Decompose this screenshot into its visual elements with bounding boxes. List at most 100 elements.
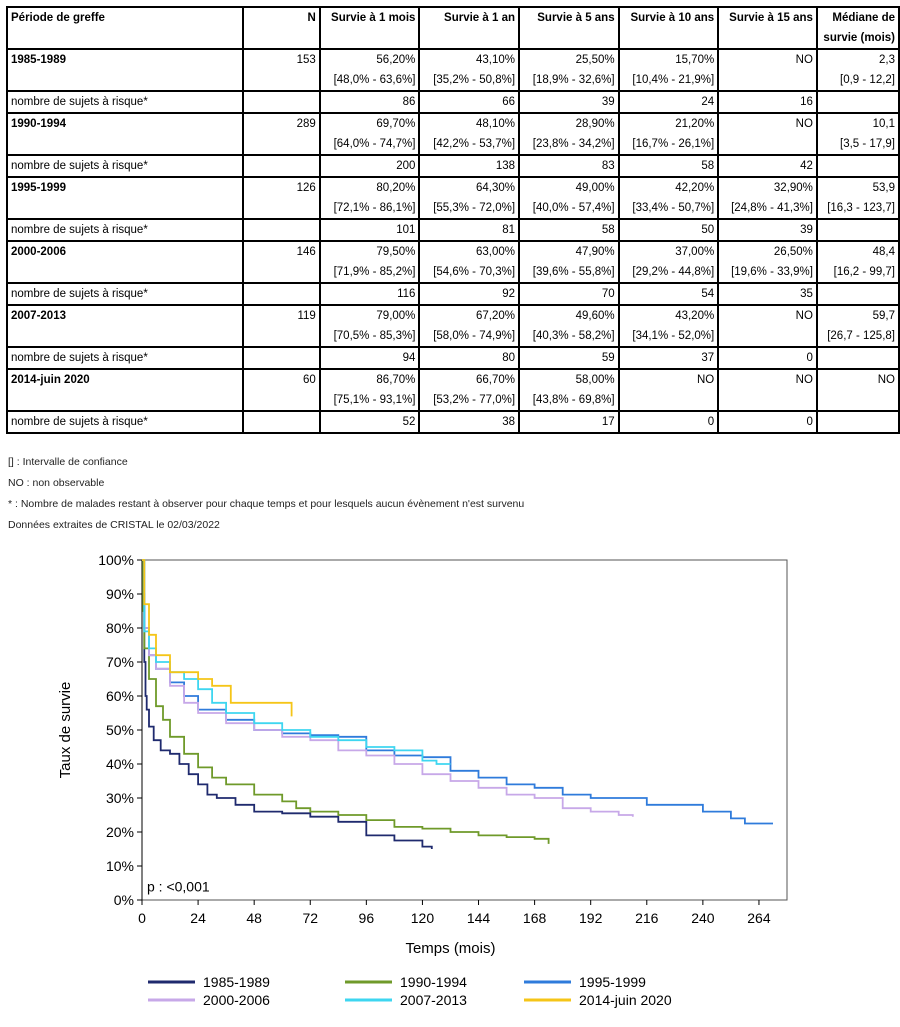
ci-cell <box>717 134 818 156</box>
empty-cell <box>241 134 321 156</box>
survival-chart: 0% 10% 20% 30% 40% 50% 60% 70% 80% 90% 100% 0 24 48 72… <box>57 552 788 1008</box>
ci-cell: [70,5% - 85,3%] <box>318 326 421 348</box>
at-risk-cell: 0 <box>617 410 720 434</box>
table-row-period: 2014-juin 2020 60 86,70% 66,70% 58,00% NO NO NO <box>6 368 900 390</box>
at-risk-label: nombre de sujets à risque* <box>6 282 244 306</box>
x-tick-label: 144 <box>467 910 491 926</box>
empty-cell <box>241 346 321 370</box>
ci-cell: [33,4% - 50,7%] <box>617 198 720 220</box>
table-row-ci: [71,9% - 85,2%] [54,6% - 70,3%] [39,6% - 5… <box>6 262 900 284</box>
ci-cell: [40,0% - 57,4%] <box>518 198 620 220</box>
table-row-ci: [48,0% - 63,6%] [35,2% - 50,8%] [18,9% - 3… <box>6 70 900 92</box>
y-axis-label: Taux de survie <box>57 682 74 779</box>
empty-cell <box>241 154 321 178</box>
at-risk-cell: 17 <box>518 410 620 434</box>
at-risk-cell: 58 <box>617 154 720 178</box>
x-tick-label: 48 <box>246 910 262 926</box>
table-body: 1985-1989 153 56,20% 43,10% 25,50% 15,70% NO 2,… <box>6 48 900 434</box>
y-tick-label: 100% <box>98 552 134 568</box>
ci-cell: [39,6% - 55,8%] <box>518 262 620 284</box>
ci-cell: [54,6% - 70,3%] <box>418 262 521 284</box>
x-tick-label: 120 <box>411 910 435 926</box>
survival-cell: 32,90% <box>717 176 818 198</box>
series-line-1990-1994 <box>142 559 550 844</box>
at-risk-cell <box>815 410 900 434</box>
legend-label: 1985-1989 <box>203 974 270 990</box>
table-row-at-risk: nombre de sujets à risque* 94 80 59 37 0 <box>6 346 900 370</box>
at-risk-cell: 35 <box>717 282 818 306</box>
note-no: NO : non observable <box>8 477 105 489</box>
empty-cell <box>241 390 321 412</box>
ci-cell: [19,6% - 33,9%] <box>717 262 818 284</box>
ci-cell: [23,8% - 34,2%] <box>518 134 620 156</box>
ci-cell: [29,2% - 44,8%] <box>617 262 720 284</box>
at-risk-cell: 42 <box>717 154 818 178</box>
at-risk-cell <box>815 282 900 306</box>
at-risk-cell: 39 <box>518 90 620 114</box>
at-risk-cell: 58 <box>518 218 620 242</box>
ci-cell: [42,2% - 53,7%] <box>418 134 521 156</box>
ci-cell: [26,7 - 125,8] <box>815 326 900 348</box>
survival-cell: 15,70% <box>617 48 720 70</box>
table-header-row: Période de greffe N Survie à 1 mois Surv… <box>6 6 900 50</box>
empty-cell <box>241 198 321 220</box>
header-mediane: Médiane de survie (mois) <box>815 6 900 50</box>
ci-cell <box>815 390 900 412</box>
at-risk-cell: 83 <box>518 154 620 178</box>
survival-cell: 59,7 <box>815 304 900 326</box>
at-risk-cell: 70 <box>518 282 620 306</box>
n-cell: 119 <box>241 304 321 326</box>
survival-cell: 37,00% <box>617 240 720 262</box>
x-tick-label: 72 <box>302 910 318 926</box>
ci-cell <box>717 326 818 348</box>
at-risk-cell: 54 <box>617 282 720 306</box>
survival-cell: 26,50% <box>717 240 818 262</box>
header-survie-1-mois: Survie à 1 mois <box>318 6 421 50</box>
empty-cell <box>241 262 321 284</box>
at-risk-label: nombre de sujets à risque* <box>6 90 244 114</box>
ci-cell: [16,2 - 99,7] <box>815 262 900 284</box>
at-risk-cell: 116 <box>318 282 421 306</box>
empty-cell <box>241 282 321 306</box>
empty-cell <box>241 218 321 242</box>
at-risk-cell: 0 <box>717 346 818 370</box>
x-tick-label: 96 <box>359 910 375 926</box>
ci-cell: [10,4% - 21,9%] <box>617 70 720 92</box>
header-survie-1-an: Survie à 1 an <box>418 6 521 50</box>
y-tick-label: 90% <box>106 586 134 602</box>
survival-cell: 49,60% <box>518 304 620 326</box>
survival-cell: 80,20% <box>318 176 421 198</box>
x-tick-label: 0 <box>138 910 146 926</box>
survival-cell: 49,00% <box>518 176 620 198</box>
x-tick-label: 264 <box>747 910 771 926</box>
survival-cell: 43,20% <box>617 304 720 326</box>
at-risk-cell: 86 <box>318 90 421 114</box>
y-tick-label: 50% <box>106 722 134 738</box>
legend-label: 2000-2006 <box>203 992 270 1008</box>
note-ci: [] : Intervalle de confiance <box>8 456 128 468</box>
survival-cell: NO <box>717 48 818 70</box>
header-n: N <box>241 6 321 50</box>
ci-cell: [64,0% - 74,7%] <box>318 134 421 156</box>
x-tick-label: 240 <box>691 910 715 926</box>
survival-cell: 53,9 <box>815 176 900 198</box>
header-survie-10-ans: Survie à 10 ans <box>617 6 720 50</box>
at-risk-cell: 59 <box>518 346 620 370</box>
empty-cell <box>6 198 244 220</box>
at-risk-cell: 16 <box>717 90 818 114</box>
header-periode: Période de greffe <box>6 6 244 50</box>
at-risk-cell: 52 <box>318 410 421 434</box>
table-row-at-risk: nombre de sujets à risque* 86 66 39 24 16 <box>6 90 900 114</box>
survival-cell: 66,70% <box>418 368 521 390</box>
at-risk-cell: 24 <box>617 90 720 114</box>
table-row-at-risk: nombre de sujets à risque* 101 81 58 50 39 <box>6 218 900 242</box>
at-risk-label: nombre de sujets à risque* <box>6 346 244 370</box>
survival-cell: NO <box>617 368 720 390</box>
at-risk-label: nombre de sujets à risque* <box>6 410 244 434</box>
survival-cell: 42,20% <box>617 176 720 198</box>
survival-cell: 25,50% <box>518 48 620 70</box>
table-row-ci: [75,1% - 93,1%] [53,2% - 77,0%] [43,8% - 6… <box>6 390 900 412</box>
table-row-at-risk: nombre de sujets à risque* 52 38 17 0 0 <box>6 410 900 434</box>
at-risk-cell: 66 <box>418 90 521 114</box>
empty-cell <box>241 90 321 114</box>
